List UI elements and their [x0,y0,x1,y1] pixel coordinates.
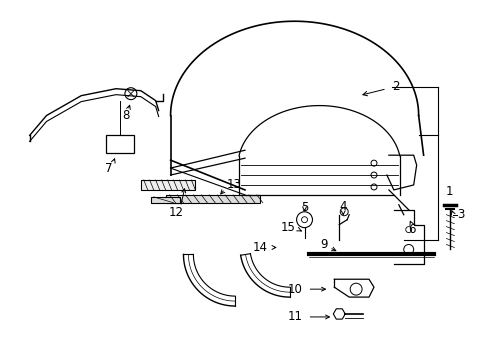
Text: 6: 6 [407,223,415,236]
Text: 13: 13 [226,179,241,192]
Text: 9: 9 [320,238,327,251]
Text: 1: 1 [445,185,452,198]
Bar [141,180,195,190]
Text: 14: 14 [252,241,267,254]
Text: 15: 15 [280,221,295,234]
Bar [106,135,134,153]
Text: 3: 3 [456,208,464,221]
Text: 10: 10 [287,283,302,296]
Bar [165,195,259,203]
Text: 11: 11 [287,310,302,323]
Text: 8: 8 [122,109,129,122]
Text: 7: 7 [105,162,113,175]
Text: 12: 12 [169,206,183,219]
Bar [150,197,180,203]
Text: 4: 4 [339,200,346,213]
Text: 5: 5 [300,201,307,214]
Text: 2: 2 [391,80,399,93]
